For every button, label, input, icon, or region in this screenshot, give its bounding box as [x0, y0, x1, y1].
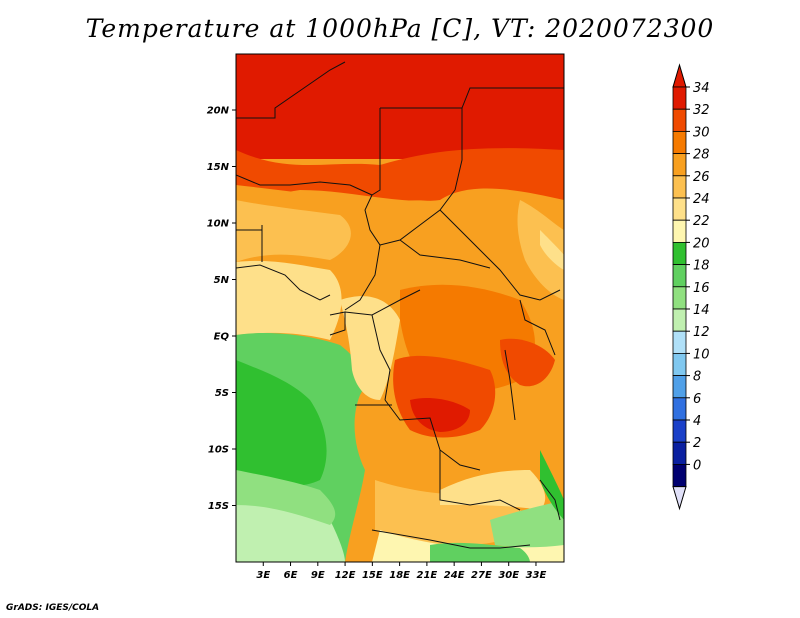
- colorbar-swatch: [672, 153, 687, 177]
- colorbar-swatch: [672, 352, 687, 376]
- colorbar-swatch: [672, 219, 687, 243]
- colorbar-label: 2: [693, 436, 701, 451]
- temperature-field: [236, 54, 564, 562]
- lat-tick-label: 5S: [215, 388, 229, 399]
- lat-tick-label: 5N: [214, 275, 230, 286]
- latitude-axis: 20N 15N 10N 5N EQ 5S 10S 15S: [207, 106, 236, 512]
- colorbar-label: 12: [693, 325, 710, 340]
- colorbar-swatch: [672, 175, 687, 199]
- colorbar-swatch: [672, 441, 687, 465]
- lon-tick-label: 18E: [389, 570, 410, 581]
- colorbar-label: 10: [693, 347, 710, 362]
- lat-tick-label: 15S: [208, 501, 229, 512]
- lon-tick-label: 30E: [498, 570, 519, 581]
- colorbar-label: 8: [693, 370, 701, 385]
- colorbar-label: 34: [693, 81, 710, 96]
- colorbar-label: 4: [693, 414, 701, 429]
- lat-tick-label: 15N: [207, 162, 230, 173]
- colorbar-under-arrow: [672, 486, 687, 511]
- colorbar-label: 26: [693, 170, 710, 185]
- colorbar-label: 20: [693, 236, 710, 251]
- colorbar-swatch: [672, 108, 687, 132]
- colorbar-swatch: [672, 86, 687, 110]
- lon-tick-label: 9E: [311, 570, 325, 581]
- map-title: Temperature at 1000hPa [C], VT: 20200723…: [85, 14, 715, 43]
- longitude-axis: 3E 6E 9E 12E 15E 18E 21E 24E 27E 30E 33E: [256, 562, 547, 581]
- lon-tick-label: 3E: [256, 570, 270, 581]
- lon-tick-label: 24E: [444, 570, 465, 581]
- colorbar-label: 22: [693, 214, 710, 229]
- colorbar-label: 6: [693, 392, 701, 407]
- colorbar-label: 28: [693, 148, 710, 163]
- lat-tick-label: 20N: [207, 106, 230, 117]
- lon-tick-label: 6E: [284, 570, 298, 581]
- colorbar-label: 24: [693, 192, 710, 207]
- colorbar-swatch: [672, 397, 687, 421]
- colorbar-label: 14: [693, 303, 710, 318]
- colorbar-swatch: [672, 308, 687, 332]
- colorbar-swatch: [672, 286, 687, 310]
- country-borders: [236, 61, 564, 549]
- lon-tick-label: 27E: [471, 570, 492, 581]
- colorbar-swatch: [672, 130, 687, 154]
- colorbar-swatch: [672, 197, 687, 221]
- colorbar-swatch: [672, 419, 687, 443]
- colorbar-swatch: [672, 241, 687, 265]
- lon-tick-label: 15E: [362, 570, 383, 581]
- colorbar-swatch: [672, 375, 687, 399]
- lon-tick-label: 33E: [526, 570, 547, 581]
- lon-tick-label: 21E: [417, 570, 438, 581]
- colorbar-label: 30: [693, 125, 710, 140]
- colorbar-over-arrow: [672, 63, 687, 88]
- lat-tick-label: 10S: [208, 445, 229, 456]
- lat-tick-label: EQ: [214, 332, 230, 343]
- colorbar-label: 18: [693, 259, 710, 274]
- credit-text: GrADS: IGES/COLA: [6, 603, 100, 613]
- colorbar-label: 32: [693, 103, 710, 118]
- colorbar-swatch: [672, 330, 687, 354]
- colorbar-label: 16: [693, 281, 710, 296]
- lon-tick-label: 12E: [335, 570, 356, 581]
- colorbar-swatch: [672, 463, 687, 487]
- lat-tick-label: 10N: [207, 219, 230, 230]
- colorbar-swatch: [672, 264, 687, 288]
- colorbar-label: 0: [693, 458, 701, 473]
